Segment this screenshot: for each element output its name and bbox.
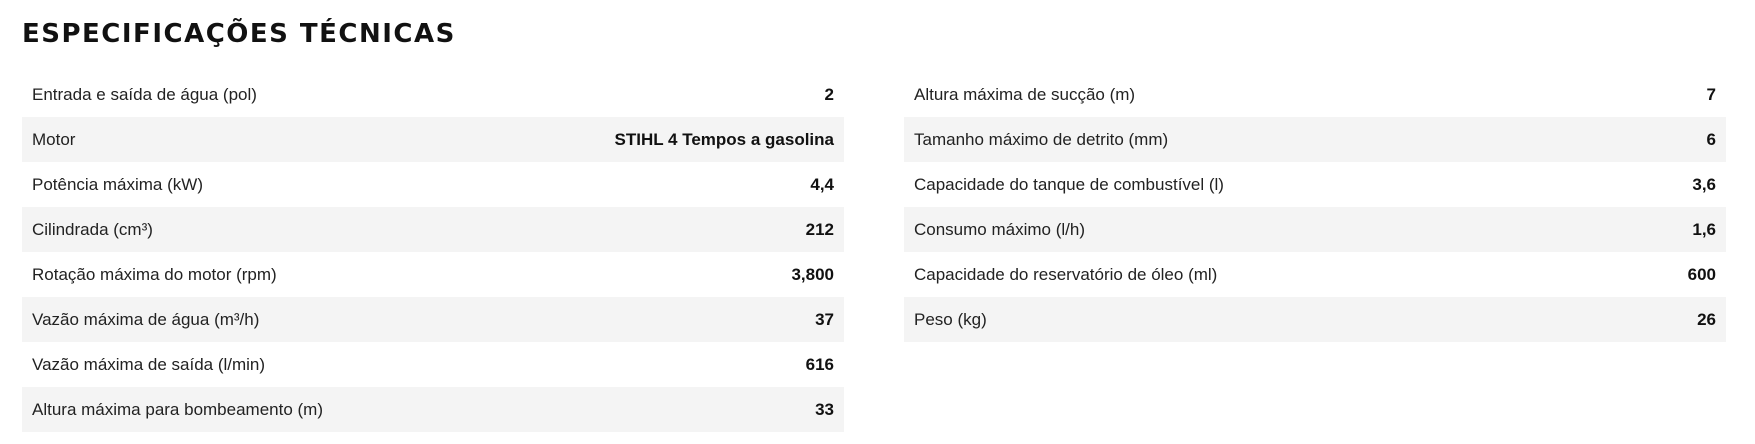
spec-value: 616 (805, 354, 834, 374)
spec-row: Peso (kg) 26 (904, 297, 1726, 342)
spec-value: 37 (815, 309, 834, 329)
spec-row: Cilindrada (cm³) 212 (22, 207, 844, 252)
spec-value: 212 (805, 219, 834, 239)
spec-label: Rotação máxima do motor (rpm) (32, 264, 277, 284)
spec-table-left: Entrada e saída de água (pol) 2 Motor ST… (22, 72, 844, 432)
section-title: ESPECIFICAÇÕES TÉCNICAS (22, 19, 456, 49)
spec-value: 33 (815, 399, 834, 419)
spec-value: 1,6 (1692, 219, 1716, 239)
spec-row: Entrada e saída de água (pol) 2 (22, 72, 844, 117)
spec-label: Capacidade do reservatório de óleo (ml) (914, 264, 1218, 284)
spec-value: 600 (1687, 264, 1716, 284)
spec-label: Motor (32, 129, 76, 149)
spec-value: 2 (824, 84, 834, 104)
spec-row: Rotação máxima do motor (rpm) 3,800 (22, 252, 844, 297)
spec-label: Consumo máximo (l/h) (914, 219, 1085, 239)
spec-label: Altura máxima de sucção (m) (914, 84, 1136, 104)
spec-value: 3,6 (1692, 174, 1716, 194)
spec-value: 3,800 (791, 264, 834, 284)
spec-table-right: Altura máxima de sucção (m) 7 Tamanho má… (904, 72, 1726, 342)
spec-row: Capacidade do tanque de combustível (l) … (904, 162, 1726, 207)
spec-label: Capacidade do tanque de combustível (l) (914, 174, 1224, 194)
spec-value: 26 (1697, 309, 1716, 329)
spec-label: Peso (kg) (914, 309, 987, 329)
spec-row: Vazão máxima de água (m³/h) 37 (22, 297, 844, 342)
spec-row: Motor STIHL 4 Tempos a gasolina (22, 117, 844, 162)
spec-row: Vazão máxima de saída (l/min) 616 (22, 342, 844, 387)
spec-label: Vazão máxima de saída (l/min) (32, 354, 266, 374)
spec-label: Altura máxima para bombeamento (m) (32, 399, 324, 419)
spec-row: Potência máxima (kW) 4,4 (22, 162, 844, 207)
spec-row: Consumo máximo (l/h) 1,6 (904, 207, 1726, 252)
spec-row: Altura máxima de sucção (m) 7 (904, 72, 1726, 117)
spec-row: Altura máxima para bombeamento (m) 33 (22, 387, 844, 432)
spec-value: 7 (1706, 84, 1716, 104)
spec-value: 6 (1706, 129, 1716, 149)
spec-row: Tamanho máximo de detrito (mm) 6 (904, 117, 1726, 162)
technical-specifications-section: ESPECIFICAÇÕES TÉCNICAS Entrada e saída … (22, 0, 1734, 444)
spec-row: Capacidade do reservatório de óleo (ml) … (904, 252, 1726, 297)
spec-label: Potência máxima (kW) (32, 174, 203, 194)
spec-label: Cilindrada (cm³) (32, 219, 153, 239)
spec-label: Tamanho máximo de detrito (mm) (914, 129, 1169, 149)
spec-value: 4,4 (810, 174, 834, 194)
spec-value: STIHL 4 Tempos a gasolina (614, 129, 834, 149)
spec-label: Entrada e saída de água (pol) (32, 84, 257, 104)
spec-label: Vazão máxima de água (m³/h) (32, 309, 260, 329)
